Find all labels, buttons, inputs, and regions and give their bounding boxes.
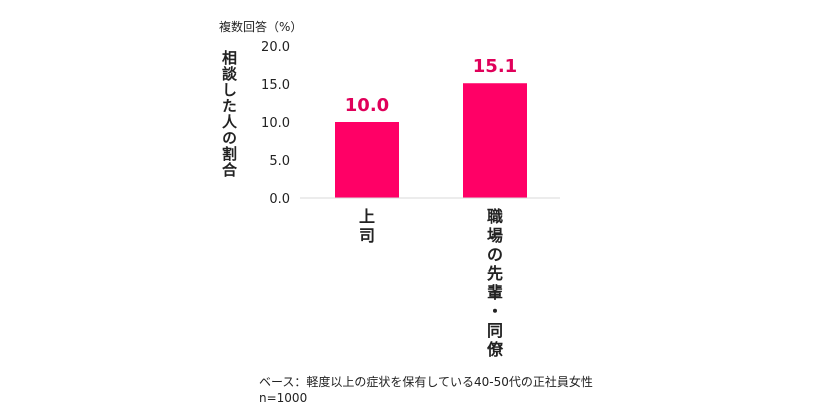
y-tick-label-1: 15.0 [261,78,290,93]
category-label-1: 職場の先輩・同僚 [486,207,504,359]
data-label-0: 10.0 [345,95,389,116]
y-tick-label-3: 5.0 [269,154,290,169]
footnote-base: ベース：軽度以上の症状を保有している40-50代の正社員女性 [259,375,593,389]
y-axis-label: 相談した人の割合 [220,50,238,178]
footnote: ベース：軽度以上の症状を保有している40-50代の正社員女性 n=1000 [259,374,593,406]
unit-note: 複数回答（%） [219,20,303,34]
bar-1 [463,83,527,198]
y-tick-label-0: 20.0 [261,40,290,55]
y-tick-label-2: 10.0 [261,116,290,131]
bar-0 [335,122,399,198]
footnote-sample-size: n=1000 [259,391,308,405]
data-label-1: 15.1 [473,56,517,77]
y-tick-label-4: 0.0 [269,192,290,207]
category-label-0: 上司 [359,207,375,245]
